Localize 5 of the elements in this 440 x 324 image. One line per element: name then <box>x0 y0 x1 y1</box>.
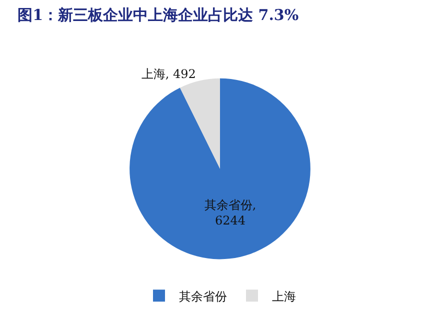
data-label: 上海, 492 <box>141 67 196 82</box>
legend-label: 上海 <box>272 289 296 304</box>
legend-label: 其余省份 <box>179 289 227 304</box>
data-label: 其余省份, 6244 <box>204 198 256 228</box>
chart-title: 图1：新三板企业中上海企业占比达 7.3% <box>18 6 299 24</box>
